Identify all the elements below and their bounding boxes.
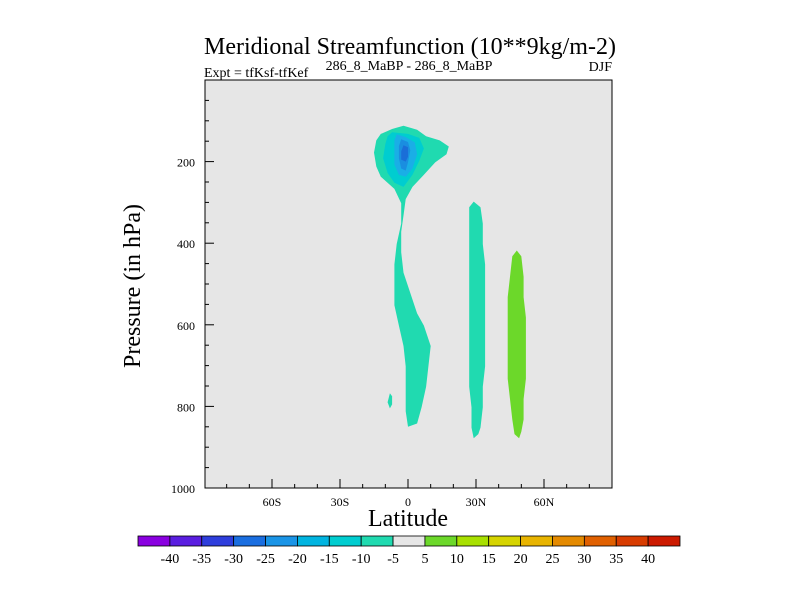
y-axis-label: Pressure (in hPa): [120, 204, 146, 368]
x-axis: 60S 30S 0 30N 60N: [226, 479, 590, 509]
contour-region-7: [507, 250, 526, 439]
colorbar-swatch: [360, 535, 394, 547]
chart-subtitle-center: 286_8_MaBP - 286_8_MaBP: [326, 59, 493, 74]
colorbar-swatch: [583, 535, 617, 547]
colorbar-label: 40: [641, 552, 655, 567]
contour-region-4: [401, 145, 408, 162]
colorbar-swatch: [265, 535, 298, 547]
x-tick-label: 60N: [534, 495, 555, 509]
contour-region-0: [374, 125, 449, 427]
colorbar-label: -20: [288, 552, 307, 567]
contour-region-5: [387, 393, 393, 409]
colorbar-swatch: [233, 535, 266, 547]
colorbar-label: 10: [450, 552, 464, 567]
x-tick-label: 60S: [263, 495, 282, 509]
colorbar-swatch: [456, 535, 490, 547]
colorbar-swatch: [328, 535, 362, 547]
colorbar-swatch: [201, 535, 235, 547]
y-axis: 200 400 600 800 1000: [171, 99, 214, 496]
colorbar-label: -5: [387, 552, 399, 567]
x-axis-label: Latitude: [368, 506, 448, 532]
x-tick-label: 30N: [466, 495, 487, 509]
chart-subtitle-left: Expt = tfKsf-tfKef: [204, 66, 309, 81]
colorbar-swatch: [297, 535, 330, 547]
colorbar-label: 25: [545, 552, 559, 567]
contour-layer: [374, 125, 526, 439]
chart-title: Meridional Streamfunction (10**9kg/m-2): [204, 34, 616, 60]
colorbar-label: -30: [224, 552, 243, 567]
y-tick-label: 200: [177, 156, 195, 170]
colorbar-swatch: [615, 535, 649, 547]
colorbar-swatch: [424, 535, 458, 547]
colorbar-swatch: [392, 535, 426, 547]
colorbar-label: 15: [482, 552, 496, 567]
colorbar: -40 -35 -30 -25 -20 -15 -10 -5 5 10 15 20 25 30 35 40: [137, 535, 681, 567]
colorbar-label: -40: [161, 552, 180, 567]
colorbar-swatch: [552, 535, 585, 547]
colorbar-label: 5: [421, 552, 428, 567]
colorbar-label: -25: [256, 552, 275, 567]
colorbar-label: 30: [577, 552, 591, 567]
colorbar-label: -10: [352, 552, 371, 567]
y-tick-label: 400: [177, 237, 195, 251]
colorbar-label: 35: [609, 552, 623, 567]
y-tick-label: 600: [177, 319, 195, 333]
colorbar-swatch: [520, 535, 553, 547]
colorbar-label: 20: [514, 552, 528, 567]
x-tick-label: 0: [405, 495, 411, 509]
colorbar-label: -15: [320, 552, 339, 567]
chart-subtitle-right: DJF: [589, 60, 613, 75]
colorbar-swatch: [169, 535, 203, 547]
colorbar-label: -35: [192, 552, 211, 567]
colorbar-swatch: [647, 535, 681, 547]
colorbar-swatch: [137, 535, 171, 547]
x-tick-label: 30S: [331, 495, 350, 509]
y-tick-label: 1000: [171, 482, 195, 496]
colorbar-swatch: [488, 535, 521, 547]
contour-region-6: [469, 201, 486, 439]
y-tick-label: 800: [177, 400, 195, 414]
